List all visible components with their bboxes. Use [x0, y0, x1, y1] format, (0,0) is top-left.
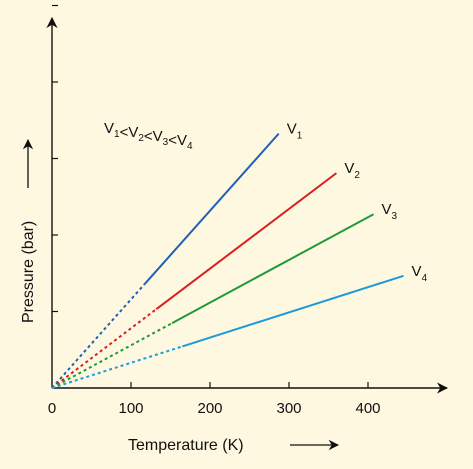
volume-order-annotation: V1<V2<V3<V4 [104, 120, 193, 152]
series-line-dashed [51, 308, 157, 389]
x-tick-label: 0 [48, 400, 56, 417]
series-label: V1 [287, 121, 303, 142]
series-label: V4 [412, 263, 428, 284]
x-axis-label: Temperature (K) [128, 437, 244, 454]
series-label: V3 [382, 201, 398, 222]
series-layer: V1 V2 V3 V4 [51, 121, 428, 389]
series-line-dashed [51, 282, 146, 389]
labels: Temperature (K) Pressure (bar) V1<V2<V3<… [20, 120, 244, 454]
x-tick-label: 300 [276, 400, 301, 417]
series-line [155, 172, 338, 311]
series-line [182, 274, 404, 348]
x-tick-label: 100 [118, 400, 143, 417]
x-tick-label: 400 [355, 400, 380, 417]
axes: 0 100 200 300 400 [22, 4, 449, 451]
x-tick-label: 200 [197, 400, 222, 417]
series-line [144, 132, 280, 285]
series-label: V2 [344, 160, 360, 181]
y-axis-label: Pressure (bar) [20, 221, 37, 323]
series-line-dashed [51, 345, 183, 389]
series-line [171, 213, 375, 324]
series-line-dashed [51, 322, 173, 389]
